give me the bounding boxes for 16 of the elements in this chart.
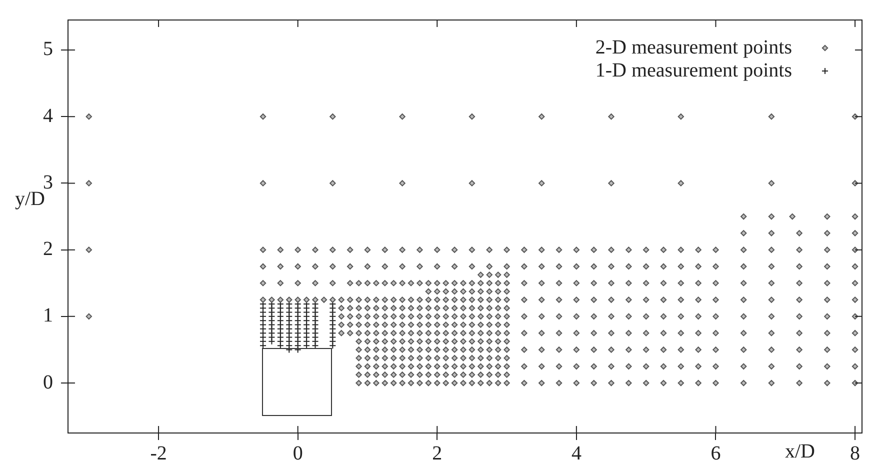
x-tick-label: 4 bbox=[571, 442, 582, 464]
x-tick-label: -2 bbox=[150, 442, 167, 464]
legend-label: 1-D measurement points bbox=[595, 59, 792, 82]
y-tick-label: 3 bbox=[43, 171, 53, 194]
x-tick-label: 2 bbox=[432, 442, 442, 464]
y-tick-label: 4 bbox=[43, 104, 53, 127]
x-tick-label: 6 bbox=[710, 442, 721, 464]
y-tick-label: 2 bbox=[43, 238, 53, 260]
x-axis-title: x/D bbox=[785, 440, 815, 462]
y-tick-label: 5 bbox=[43, 38, 53, 60]
x-tick-label: 8 bbox=[850, 442, 860, 464]
y-tick-label: 0 bbox=[43, 371, 53, 394]
legend-label: 2-D measurement points bbox=[595, 36, 792, 58]
y-tick-label: 1 bbox=[43, 304, 53, 327]
x-tick-label: 0 bbox=[292, 442, 303, 464]
y-axis-title: y/D bbox=[15, 188, 45, 210]
